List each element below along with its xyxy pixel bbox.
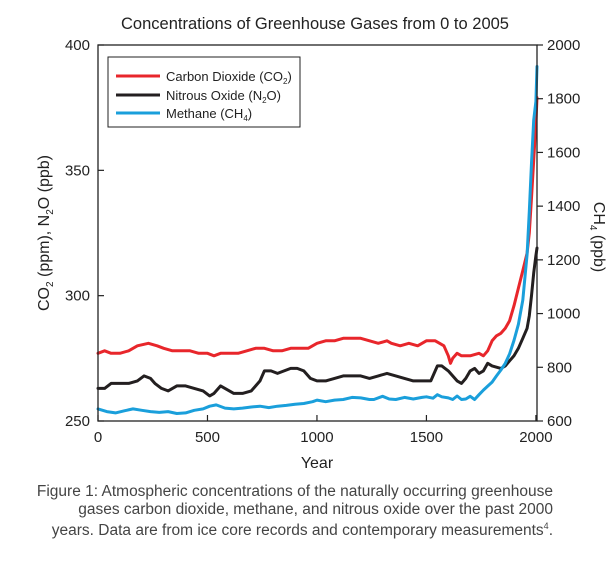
y-right-tick-label: 2000	[547, 37, 580, 54]
legend-label-ch4: Methane (CH4)	[166, 106, 252, 123]
y-left-tick-label: 350	[65, 162, 90, 179]
x-axis-label: Year	[301, 455, 334, 472]
y-left-tick-label: 400	[65, 37, 90, 54]
y-right-tick-label: 1600	[547, 144, 580, 161]
legend-label-n2o: Nitrous Oxide (N2O)	[166, 88, 281, 105]
series-line-co2	[96, 96, 539, 365]
x-tick-label: 500	[195, 429, 220, 446]
y-right-tick-label: 1000	[547, 306, 580, 323]
y-right-tick-label: 1400	[547, 198, 580, 215]
y-right-tick-label: 800	[547, 359, 572, 376]
series-line-ch4	[96, 65, 539, 415]
legend-item-n2o: Nitrous Oxide (N2O)	[116, 88, 281, 105]
chart-title: Concentrations of Greenhouse Gases from …	[121, 15, 509, 33]
figure-caption: Figure 1: Atmospheric concentrations of …	[33, 483, 553, 540]
y-left-tick-label: 250	[65, 413, 90, 430]
x-tick-label: 0	[94, 429, 102, 446]
x-tick-label: 2000	[519, 429, 552, 446]
legend: Carbon Dioxide (CO2) Nitrous Oxide (N2O)…	[107, 56, 301, 128]
y-left-tick-label: 300	[65, 288, 90, 305]
y-axis-right: 600 800 1000 1200 1400 1600 1800 2000	[537, 37, 580, 430]
caption-text: Figure 1: Atmospheric concentrations of …	[36, 483, 553, 540]
legend-label-co2: Carbon Dioxide (CO2)	[166, 69, 292, 86]
y-axis-label-right: CH4 (ppb)	[587, 202, 607, 272]
legend-item-co2: Carbon Dioxide (CO2)	[116, 69, 292, 86]
legend-box	[107, 56, 301, 128]
caption-reference: 4	[543, 521, 549, 531]
y-right-tick-label: 1800	[547, 91, 580, 108]
y-right-tick-label: 1200	[547, 252, 580, 269]
x-tick-label: 1500	[410, 429, 443, 446]
x-axis: 0 500 1000 1500 2000	[94, 415, 553, 446]
x-tick-label: 1000	[300, 429, 333, 446]
chart: Concentrations of Greenhouse Gases from …	[36, 15, 607, 472]
legend-item-ch4: Methane (CH4)	[116, 106, 252, 123]
y-axis-left: 250 300 350 400	[65, 37, 104, 430]
y-axis-label-left: CO2 (ppm), N2O (ppb)	[36, 155, 56, 311]
y-right-tick-label: 600	[547, 413, 572, 430]
series-line-n2o	[96, 246, 539, 398]
caption-end: .	[548, 522, 553, 540]
plot-series	[96, 65, 539, 415]
